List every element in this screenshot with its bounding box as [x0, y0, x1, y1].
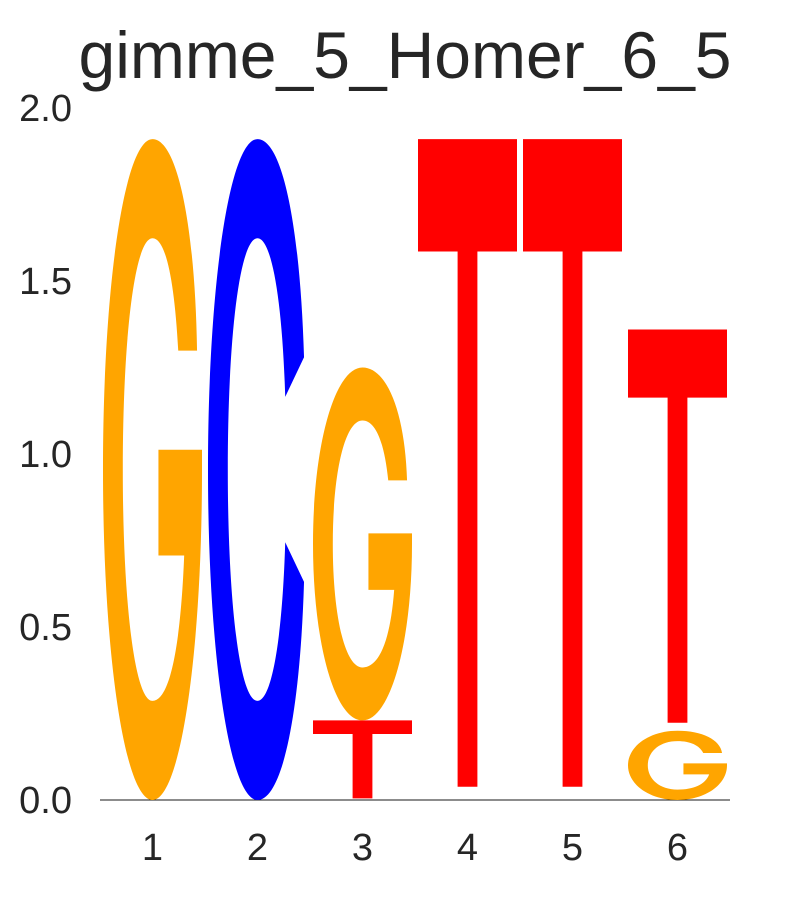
stack-position-1 [103, 139, 202, 800]
stack-position-2 [208, 139, 304, 800]
x-tick-label: 2 [247, 827, 268, 869]
stack-position-6 [628, 329, 727, 800]
letter-g-mark [628, 731, 727, 800]
stack-position-5 [523, 139, 622, 787]
x-tick-label: 6 [667, 827, 688, 869]
stack-position-3 [313, 368, 412, 799]
x-tick-label: 1 [142, 827, 163, 869]
x-tick-label: 4 [457, 827, 478, 869]
y-tick-label: 2.0 [19, 88, 72, 130]
x-tick-label: 3 [352, 827, 373, 869]
x-tick-label: 5 [562, 827, 583, 869]
letter-stacks [103, 139, 727, 800]
letter-t-mark [418, 139, 517, 787]
letter-t-mark [313, 720, 412, 798]
letter-g-mark [103, 139, 202, 800]
letter-g-mark [313, 368, 412, 721]
stack-position-4 [418, 139, 517, 787]
y-tick-label: 0.0 [19, 780, 72, 822]
letter-c-mark [208, 139, 304, 800]
y-tick-label: 1.0 [19, 434, 72, 476]
y-tick-label: 1.5 [19, 261, 72, 303]
letter-t-mark [628, 329, 727, 722]
letter-t-mark [523, 139, 622, 787]
y-tick-label: 0.5 [19, 607, 72, 649]
